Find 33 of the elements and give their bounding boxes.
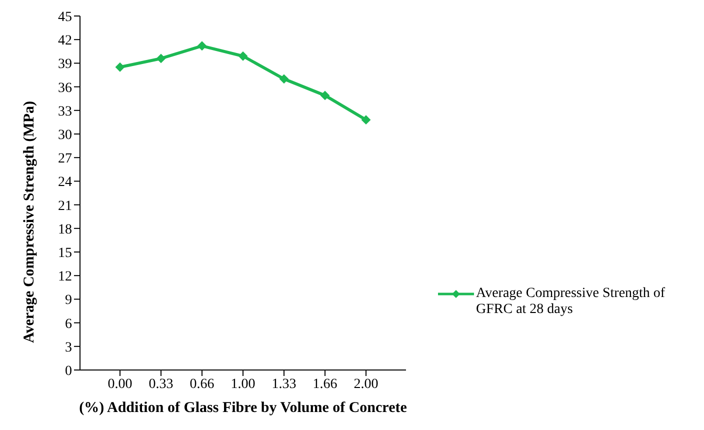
- y-tick-label: 24: [58, 175, 72, 190]
- y-tick-label: 36: [58, 80, 72, 96]
- x-tick-label: 2.00: [354, 376, 378, 392]
- y-tick-label: 42: [58, 34, 72, 49]
- y-tick-label: 6: [65, 316, 72, 332]
- point: [198, 41, 206, 50]
- point: [116, 62, 124, 72]
- y-tick-label: 21: [58, 198, 72, 214]
- y-axis-title: Average Compressive Strength (MPa): [21, 100, 38, 343]
- y-tick-label: 33: [58, 104, 72, 120]
- y-tick-label: 12: [58, 270, 72, 285]
- y-tick-label: 39: [58, 57, 72, 72]
- point: [238, 52, 248, 61]
- y-tick-label: 45: [58, 10, 72, 25]
- y-tick-label: 9: [65, 293, 72, 308]
- x-tick-label: 0.66: [190, 376, 214, 392]
- y-tick-label: 0: [65, 364, 72, 379]
- y-tick-label: 18: [58, 222, 72, 238]
- x-tick-label: 0.00: [108, 376, 132, 392]
- x-tick-label: 0.33: [148, 376, 174, 392]
- point: [320, 90, 330, 100]
- y-tick-label: 3: [65, 340, 72, 356]
- x-tick-label: 1.66: [312, 376, 338, 392]
- x-tick-label: 1.33: [272, 376, 296, 392]
- y-tick-label: 15: [58, 246, 72, 261]
- y-tick-label: 27: [58, 152, 72, 167]
- y-tick-label: 30: [58, 128, 72, 143]
- point: [156, 54, 166, 63]
- x-axis-title: (%) Addition of Glass Fibre by Volume of Concrete: [79, 400, 408, 416]
- point: [280, 74, 288, 84]
- x-tick-label: 1.00: [230, 376, 256, 392]
- legend-label: Average Compressive Strength of GFRC at 28 days: [476, 286, 666, 318]
- point: [362, 115, 370, 124]
